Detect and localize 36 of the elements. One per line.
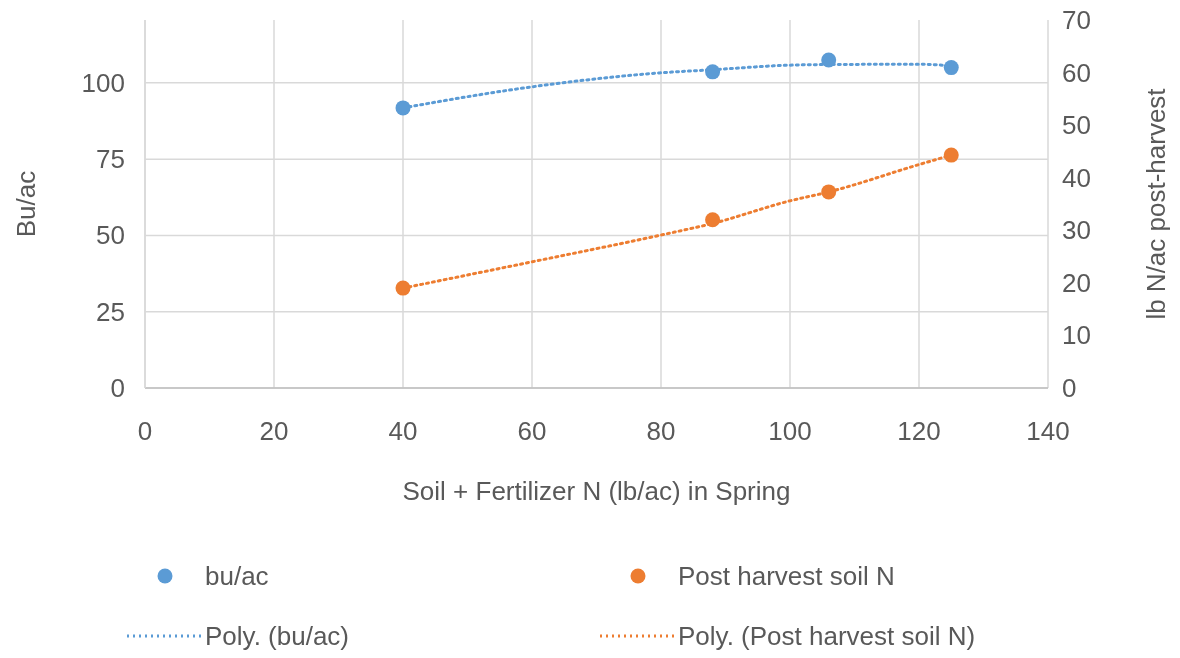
x-tick-label: 60 xyxy=(517,416,547,446)
y2-tick-label: 20 xyxy=(1062,267,1091,298)
y-tick-label: 75 xyxy=(96,144,125,175)
y2-axis-title: lb N/ac post-harvest xyxy=(1141,87,1171,320)
y-tick-label: 100 xyxy=(81,67,125,98)
y2-tick-label: 60 xyxy=(1062,57,1091,88)
y2-tick-label: 70 xyxy=(1062,5,1091,35)
x-tick-label: 80 xyxy=(646,416,676,446)
point xyxy=(705,212,721,228)
point xyxy=(705,64,721,80)
x-tick-label: 100 xyxy=(768,416,812,446)
y-tick-label: 50 xyxy=(96,220,125,251)
y2-tick-label: 50 xyxy=(1062,110,1091,141)
y2-tick-label: 0 xyxy=(1062,373,1077,403)
point xyxy=(395,100,411,116)
x-tick-label: 140 xyxy=(1026,416,1070,446)
legend-label: bu/ac xyxy=(205,561,269,591)
y2-tick-label: 10 xyxy=(1062,320,1091,351)
x-tick-label: 120 xyxy=(897,416,941,446)
y2-tick-label: 30 xyxy=(1062,215,1091,246)
y2-tick-label: 40 xyxy=(1062,162,1091,193)
point xyxy=(821,184,837,200)
point xyxy=(943,147,959,163)
y-axis-title: Bu/ac xyxy=(11,170,41,238)
x-axis-title: Soil + Fertilizer N (lb/ac) in Spring xyxy=(402,476,791,506)
legend-label: Poly. (Post harvest soil N) xyxy=(678,621,976,651)
legend-label: Poly. (bu/ac) xyxy=(205,621,350,651)
point xyxy=(943,60,959,76)
x-tick-label: 40 xyxy=(388,416,418,446)
x-tick-label: 20 xyxy=(259,416,289,446)
x-tick-label: 0 xyxy=(137,416,153,446)
legend-label: Post harvest soil N xyxy=(678,561,895,591)
point xyxy=(395,280,411,296)
y-tick-label: 25 xyxy=(96,296,125,327)
point xyxy=(821,52,837,68)
y-tick-label: 0 xyxy=(110,373,125,403)
